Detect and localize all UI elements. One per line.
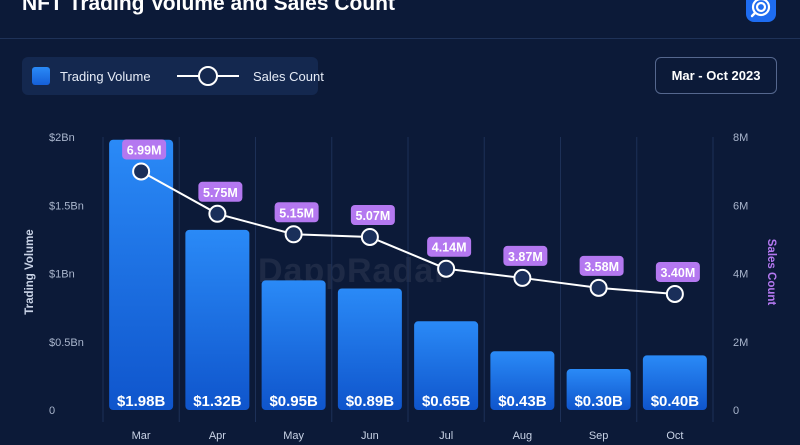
sales-point-oct [665, 284, 684, 303]
y-right-tick-label: 6M [733, 200, 748, 212]
y-right-tick-label: 8M [733, 132, 748, 144]
bar-jun [337, 288, 402, 410]
x-tick-label: Jun [361, 430, 379, 442]
y-right-tick-label: 4M [733, 269, 748, 281]
sales-point-aug [513, 268, 532, 287]
sales-count-line [140, 170, 675, 295]
page-title: NFT Trading Volume and Sales Count [22, 0, 395, 15]
header-bar: NFT Trading Volume and Sales Count [0, 0, 800, 39]
x-tick-label: May [283, 430, 304, 442]
sales-label-badge [350, 204, 395, 225]
bar-oct [642, 355, 707, 410]
x-tick-label: Oct [666, 430, 683, 442]
bar-aug [490, 351, 555, 410]
bar-value-label: $0.30B [574, 393, 623, 410]
y-right-tick-label: 2M [733, 337, 748, 349]
sales-value-label: 4.14M [432, 241, 467, 255]
chart-legend: Trading Volume Sales Count [22, 57, 324, 95]
bar-jul [414, 321, 479, 410]
bar-mar [109, 139, 174, 411]
y-right-tick-label: 0 [733, 405, 739, 417]
bar-value-label: $0.40B [651, 393, 700, 410]
bar-value-label: $1.98B [117, 393, 166, 410]
sales-value-label: 5.07M [356, 209, 391, 223]
sales-label-badge [122, 139, 167, 160]
bar-value-label: $1.32B [193, 393, 242, 410]
sales-label-badge [579, 255, 624, 276]
y-right-axis-title: Sales Count [765, 239, 777, 306]
sales-label-badge [655, 261, 700, 282]
sales-value-label: 3.58M [584, 260, 619, 274]
legend-marker-sales [198, 66, 218, 86]
sales-point-jun [360, 227, 379, 246]
sales-point-sep [589, 278, 608, 297]
sales-label-badge [427, 236, 472, 257]
x-tick-label: Mar [132, 430, 151, 442]
sales-point-jul [437, 259, 456, 278]
y-left-tick-label: $1Bn [49, 269, 75, 281]
y-left-tick-label: $2Bn [49, 132, 75, 144]
sales-label-badge [274, 202, 319, 223]
legend-label-sales: Sales Count [253, 69, 324, 84]
x-tick-label: Aug [513, 430, 533, 442]
sales-point-may [284, 225, 303, 244]
legend-swatch-volume [32, 67, 50, 85]
sales-value-label: 3.87M [508, 250, 543, 264]
sales-label-badge [198, 181, 243, 202]
bar-value-label: $0.95B [269, 393, 318, 410]
sales-value-label: 5.75M [203, 186, 238, 200]
bar-may [261, 280, 326, 410]
sales-point-mar [132, 162, 151, 181]
y-left-tick-label: $1.5Bn [49, 200, 84, 212]
y-left-axis-title: Trading Volume [24, 229, 36, 314]
y-left-tick-label: 0 [49, 405, 55, 417]
sales-label-badge [503, 245, 548, 266]
bar-value-label: $0.43B [498, 393, 547, 410]
bar-apr [185, 229, 250, 410]
dappradar-logo-icon [746, 0, 776, 22]
date-range-badge: Mar - Oct 2023 [655, 57, 777, 94]
x-tick-label: Sep [589, 430, 609, 442]
sales-value-label: 3.40M [661, 266, 696, 280]
x-tick-label: Jul [439, 430, 453, 442]
bar-value-label: $0.89B [346, 393, 395, 410]
x-tick-label: Apr [209, 430, 226, 442]
y-left-tick-label: $0.5Bn [49, 337, 84, 349]
sales-value-label: 5.15M [279, 206, 314, 220]
sales-point-apr [208, 204, 227, 223]
bar-sep [566, 369, 631, 410]
sales-value-label: 6.99M [127, 143, 162, 157]
bar-value-label: $0.65B [422, 393, 471, 410]
legend-label-volume: Trading Volume [60, 69, 151, 84]
